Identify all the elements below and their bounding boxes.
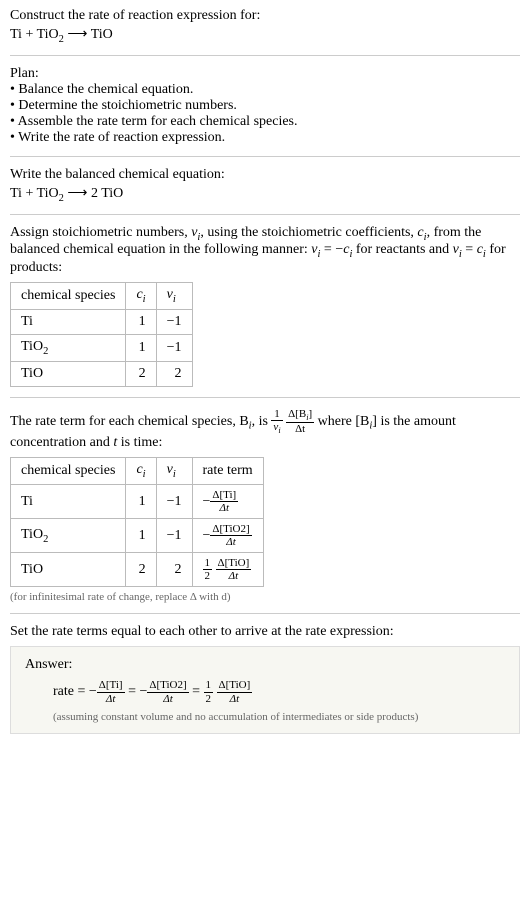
- cell-nu: −1: [156, 309, 192, 334]
- table-row: TiO2 1 −1 −Δ[TiO2]Δt: [11, 519, 264, 553]
- table-header-row: chemical species ci νi: [11, 283, 193, 310]
- cell-species: TiO: [11, 361, 126, 386]
- intro-equation: Ti + TiO2 ⟶ TiO: [10, 26, 520, 45]
- plan-title: Plan:: [10, 66, 520, 82]
- col-nui: νi: [156, 283, 192, 310]
- cell-nu: 2: [156, 553, 192, 587]
- table-row: Ti 1 −1 −Δ[Ti]Δt: [11, 484, 264, 518]
- table-row: TiO 2 2: [11, 361, 193, 386]
- table-row: TiO 2 2 12 Δ[TiO]Δt: [11, 553, 264, 587]
- col-species: chemical species: [11, 283, 126, 310]
- balanced-equation: Ti + TiO2 ⟶ 2 TiO: [10, 185, 520, 204]
- col-ci: ci: [126, 283, 156, 310]
- divider: [10, 55, 520, 56]
- col-species: chemical species: [11, 458, 126, 485]
- cell-species: Ti: [11, 484, 126, 518]
- inline-frac-1-over-nu: 1νi Δ[Bi]Δt: [271, 414, 317, 429]
- plan-section: Plan: • Balance the chemical equation. •…: [10, 66, 520, 146]
- plan-item: • Determine the stoichiometric numbers.: [10, 98, 520, 114]
- table-header-row: chemical species ci νi rate term: [11, 458, 264, 485]
- cell-species: TiO: [11, 553, 126, 587]
- cell-species: TiO2: [11, 334, 126, 361]
- cell-rate: −Δ[TiO2]Δt: [192, 519, 263, 553]
- divider: [10, 156, 520, 157]
- cell-species: Ti: [11, 309, 126, 334]
- stoich-section: Assign stoichiometric numbers, νi, using…: [10, 225, 520, 387]
- cell-c: 1: [126, 309, 156, 334]
- answer-rate: rate = −Δ[Ti]Δt = −Δ[TiO2]Δt = 12 Δ[TiO]…: [53, 679, 505, 704]
- cell-nu: 2: [156, 361, 192, 386]
- balanced-line: Write the balanced chemical equation:: [10, 167, 520, 183]
- balanced-section: Write the balanced chemical equation: Ti…: [10, 167, 520, 204]
- cell-c: 1: [126, 519, 156, 553]
- stoich-table: chemical species ci νi Ti 1 −1 TiO2 1 −1…: [10, 282, 193, 387]
- cell-c: 2: [126, 553, 156, 587]
- plan-item: • Assemble the rate term for each chemic…: [10, 114, 520, 130]
- col-ci: ci: [126, 458, 156, 485]
- answer-box: Answer: rate = −Δ[Ti]Δt = −Δ[TiO2]Δt = 1…: [10, 646, 520, 733]
- rateterm-table: chemical species ci νi rate term Ti 1 −1…: [10, 457, 264, 587]
- stoich-text: Assign stoichiometric numbers, νi, using…: [10, 225, 520, 277]
- rateterm-footnote: (for infinitesimal rate of change, repla…: [10, 591, 520, 603]
- cell-c: 1: [126, 334, 156, 361]
- divider: [10, 613, 520, 614]
- answer-note: (assuming constant volume and no accumul…: [53, 711, 505, 723]
- cell-species: TiO2: [11, 519, 126, 553]
- final-section: Set the rate terms equal to each other t…: [10, 624, 520, 733]
- table-row: TiO2 1 −1: [11, 334, 193, 361]
- cell-c: 1: [126, 484, 156, 518]
- cell-nu: −1: [156, 484, 192, 518]
- cell-nu: −1: [156, 519, 192, 553]
- rateterm-text: The rate term for each chemical species,…: [10, 408, 520, 451]
- divider: [10, 214, 520, 215]
- intro-section: Construct the rate of reaction expressio…: [10, 8, 520, 45]
- table-row: Ti 1 −1: [11, 309, 193, 334]
- cell-c: 2: [126, 361, 156, 386]
- cell-rate: −Δ[Ti]Δt: [192, 484, 263, 518]
- plan-item: • Write the rate of reaction expression.: [10, 130, 520, 146]
- cell-nu: −1: [156, 334, 192, 361]
- col-rate: rate term: [192, 458, 263, 485]
- plan-item: • Balance the chemical equation.: [10, 82, 520, 98]
- answer-label: Answer:: [25, 657, 505, 673]
- final-line: Set the rate terms equal to each other t…: [10, 624, 520, 640]
- cell-rate: 12 Δ[TiO]Δt: [192, 553, 263, 587]
- col-nui: νi: [156, 458, 192, 485]
- divider: [10, 397, 520, 398]
- rateterm-section: The rate term for each chemical species,…: [10, 408, 520, 604]
- intro-line: Construct the rate of reaction expressio…: [10, 8, 520, 24]
